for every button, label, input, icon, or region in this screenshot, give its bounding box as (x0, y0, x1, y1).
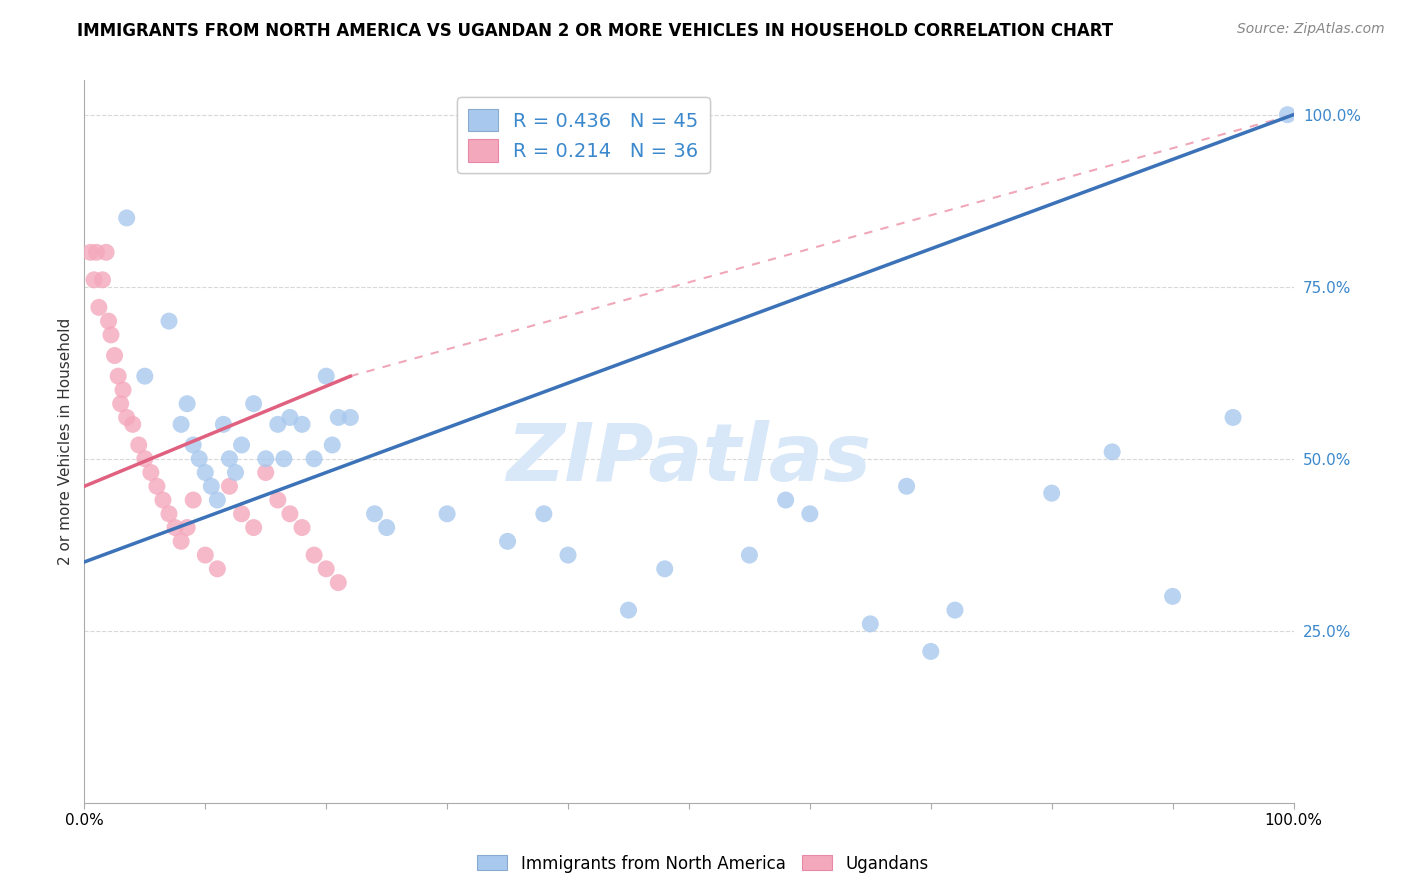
Point (321, 438, 343, 452)
Point (100, 327, 122, 342)
Point (207, 493, 229, 508)
Point (83, 273, 105, 287)
Point (291, 417, 314, 432)
Point (617, 603, 640, 617)
Point (86, 245, 108, 260)
Point (328, 410, 350, 425)
Point (273, 451, 295, 466)
Point (157, 314, 180, 328)
Point (157, 507, 180, 521)
Point (94, 245, 117, 260)
Point (112, 383, 135, 397)
Point (165, 520, 187, 534)
Point (557, 548, 579, 562)
Point (176, 397, 198, 411)
Point (176, 520, 198, 534)
Point (87, 301, 110, 315)
Point (799, 507, 821, 521)
Point (436, 507, 458, 521)
Point (920, 644, 942, 658)
Point (859, 616, 882, 631)
Point (200, 479, 222, 493)
Text: IMMIGRANTS FROM NORTH AMERICA VS UGANDAN 2 OR MORE VEHICLES IN HOUSEHOLD CORRELA: IMMIGRANTS FROM NORTH AMERICA VS UGANDAN… (77, 22, 1114, 40)
Point (339, 410, 361, 425)
Point (225, 466, 247, 480)
Point (110, 397, 132, 411)
Legend: R = 0.436   N = 45, R = 0.214   N = 36: R = 0.436 N = 45, R = 0.214 N = 36 (457, 97, 710, 173)
Point (1222, 410, 1244, 425)
Point (115, 410, 138, 425)
Point (943, 603, 966, 617)
Point (315, 562, 337, 576)
Point (1277, 108, 1299, 122)
Text: ZIPatlas: ZIPatlas (506, 420, 872, 498)
Point (533, 507, 555, 521)
Point (302, 451, 325, 466)
Point (267, 493, 290, 508)
Point (128, 438, 150, 452)
Point (775, 493, 797, 508)
Point (218, 479, 240, 493)
Point (139, 466, 162, 480)
Point (146, 479, 169, 493)
Point (170, 417, 193, 432)
Point (152, 493, 174, 508)
Y-axis label: 2 or more Vehicles in Household: 2 or more Vehicles in Household (58, 318, 73, 566)
Point (181, 493, 204, 508)
Point (91, 273, 114, 287)
Point (188, 451, 211, 466)
Point (278, 507, 301, 521)
Point (231, 438, 253, 452)
Point (194, 466, 217, 480)
Point (363, 507, 385, 521)
Point (134, 369, 156, 384)
Point (654, 562, 676, 576)
Point (207, 562, 229, 576)
Text: Source: ZipAtlas.com: Source: ZipAtlas.com (1237, 22, 1385, 37)
Point (328, 575, 350, 590)
Point (242, 397, 264, 411)
Point (1161, 590, 1184, 604)
Point (181, 438, 204, 452)
Point (896, 479, 918, 493)
Point (97, 314, 120, 328)
Point (302, 548, 325, 562)
Point (278, 410, 301, 425)
Point (738, 548, 761, 562)
Point (496, 534, 519, 549)
Point (218, 451, 240, 466)
Legend: Immigrants from North America, Ugandans: Immigrants from North America, Ugandans (471, 848, 935, 880)
Point (79, 245, 101, 260)
Point (242, 520, 264, 534)
Point (194, 548, 217, 562)
Point (291, 520, 314, 534)
Point (231, 507, 253, 521)
Point (115, 211, 138, 225)
Point (212, 417, 235, 432)
Point (121, 417, 143, 432)
Point (104, 349, 127, 363)
Point (1040, 486, 1063, 500)
Point (375, 520, 398, 534)
Point (170, 534, 193, 549)
Point (1101, 445, 1123, 459)
Point (267, 417, 290, 432)
Point (254, 451, 277, 466)
Point (254, 466, 277, 480)
Point (315, 369, 337, 384)
Point (134, 451, 156, 466)
Point (107, 369, 129, 384)
